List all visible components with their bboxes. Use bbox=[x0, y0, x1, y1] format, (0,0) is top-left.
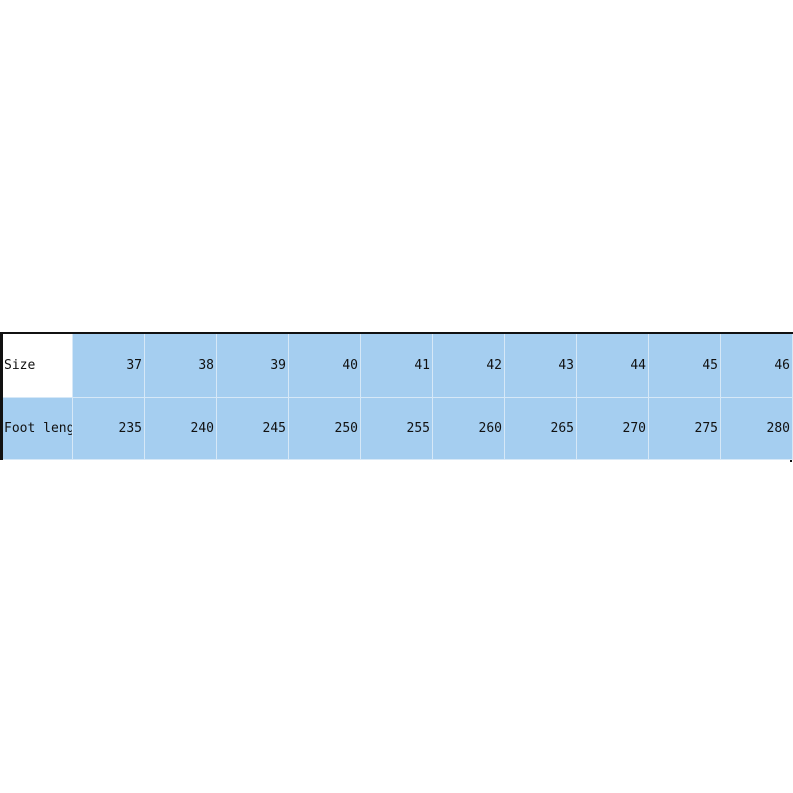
table-cell[interactable]: 42 bbox=[433, 334, 505, 398]
row-header-cell[interactable]: Foot length bbox=[3, 398, 73, 460]
table-cell[interactable]: 43 bbox=[505, 334, 577, 398]
table-cell[interactable]: 41 bbox=[361, 334, 433, 398]
table-cell[interactable]: 240 bbox=[145, 398, 217, 460]
table-cell[interactable]: 46 bbox=[721, 334, 793, 398]
table-cell[interactable]: 235 bbox=[73, 398, 145, 460]
table-cell[interactable]: 39 bbox=[217, 334, 289, 398]
table-cell[interactable]: 260 bbox=[433, 398, 505, 460]
table-cell[interactable]: 44 bbox=[577, 334, 649, 398]
table-cell[interactable]: 270 bbox=[577, 398, 649, 460]
table-cell[interactable]: 38 bbox=[145, 334, 217, 398]
table-cell[interactable]: 245 bbox=[217, 398, 289, 460]
table-cell[interactable]: 265 bbox=[505, 398, 577, 460]
table-cell[interactable]: 37 bbox=[73, 334, 145, 398]
table-cell[interactable]: 45 bbox=[649, 334, 721, 398]
row-header-cell[interactable]: Size bbox=[3, 334, 73, 398]
table-cell[interactable]: 40 bbox=[289, 334, 361, 398]
table-cell[interactable]: 280 bbox=[721, 398, 793, 460]
table-cell[interactable]: 275 bbox=[649, 398, 721, 460]
table-cell[interactable]: 250 bbox=[289, 398, 361, 460]
table-cell[interactable]: 255 bbox=[361, 398, 433, 460]
